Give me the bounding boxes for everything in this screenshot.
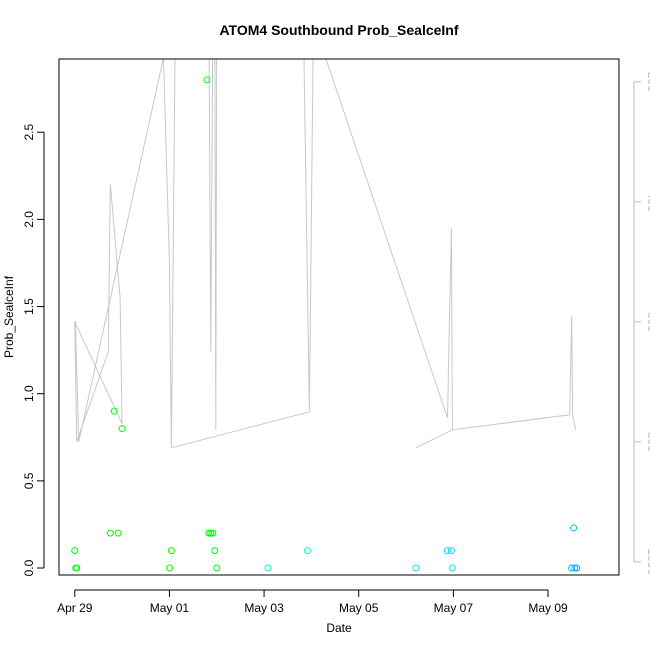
line-layer <box>74 59 577 449</box>
right-tick-label: 600 <box>645 312 650 332</box>
data-point <box>264 564 272 572</box>
data-point <box>207 529 215 537</box>
right-tick-label: 1000 <box>645 548 650 575</box>
x-tick-label: May 09 <box>528 601 568 615</box>
data-point <box>209 529 217 537</box>
right-tick-label: 200 <box>645 72 650 92</box>
points-layer <box>71 76 581 572</box>
y-tick-label: 1.5 <box>22 298 36 315</box>
y-tick-label: 2.0 <box>22 211 36 228</box>
data-point <box>165 564 173 572</box>
data-point <box>568 564 576 572</box>
data-point <box>118 425 126 433</box>
x-tick-label: May 01 <box>150 601 190 615</box>
right-tick-label: 800 <box>645 432 650 452</box>
data-point <box>211 547 219 555</box>
y-tick-label: 1.0 <box>22 385 36 402</box>
plot-frame <box>58 58 620 576</box>
depth-line <box>74 59 577 449</box>
data-point <box>73 564 81 572</box>
data-point <box>167 547 175 555</box>
data-point <box>571 564 579 572</box>
y-tick-label: 0.0 <box>22 559 36 576</box>
x-tick-label: May 03 <box>244 601 284 615</box>
y-axis-label: Prob_SealceInf <box>2 275 16 358</box>
y-tick-label: 2.5 <box>22 124 36 141</box>
y-tick-label: 0.5 <box>22 472 36 489</box>
data-point <box>114 529 122 537</box>
data-point <box>443 547 451 555</box>
data-point <box>106 529 114 537</box>
data-point <box>303 547 311 555</box>
data-point <box>213 564 221 572</box>
data-point <box>412 564 420 572</box>
axes-layer: Apr 29 May 01 May 03 May 05 May 07 May 09 0.0 0… <box>22 72 650 615</box>
data-point <box>110 407 118 415</box>
x-axis-label: Date <box>326 621 352 635</box>
data-point <box>448 564 456 572</box>
data-point <box>570 524 578 532</box>
data-point <box>447 547 455 555</box>
x-tick-label: May 07 <box>434 601 474 615</box>
data-point <box>573 564 581 572</box>
x-tick-label: Apr 29 <box>57 601 93 615</box>
data-point <box>205 529 213 537</box>
data-point <box>203 76 211 84</box>
right-tick-label: 400 <box>645 192 650 212</box>
data-point <box>71 547 79 555</box>
x-tick-label: May 05 <box>339 601 379 615</box>
chart-title: ATOM4 Southbound Prob_SealceInf <box>219 22 458 38</box>
